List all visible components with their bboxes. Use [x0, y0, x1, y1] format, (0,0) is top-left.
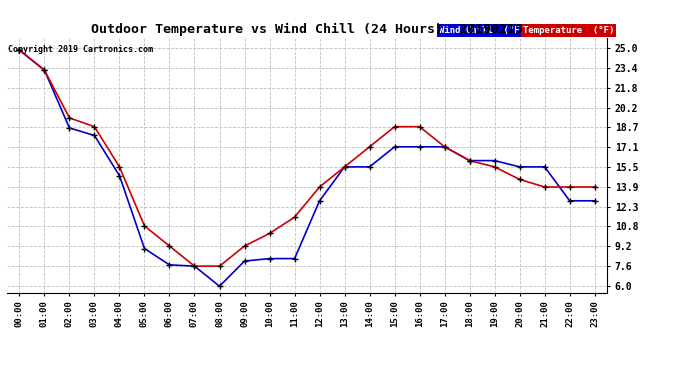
Text: Wind Chill  (°F): Wind Chill (°F): [439, 26, 525, 35]
Title: Outdoor Temperature vs Wind Chill (24 Hours)  20190215: Outdoor Temperature vs Wind Chill (24 Ho…: [91, 23, 523, 36]
Text: Temperature  (°F): Temperature (°F): [523, 26, 615, 35]
Text: Copyright 2019 Cartronics.com: Copyright 2019 Cartronics.com: [8, 45, 153, 54]
